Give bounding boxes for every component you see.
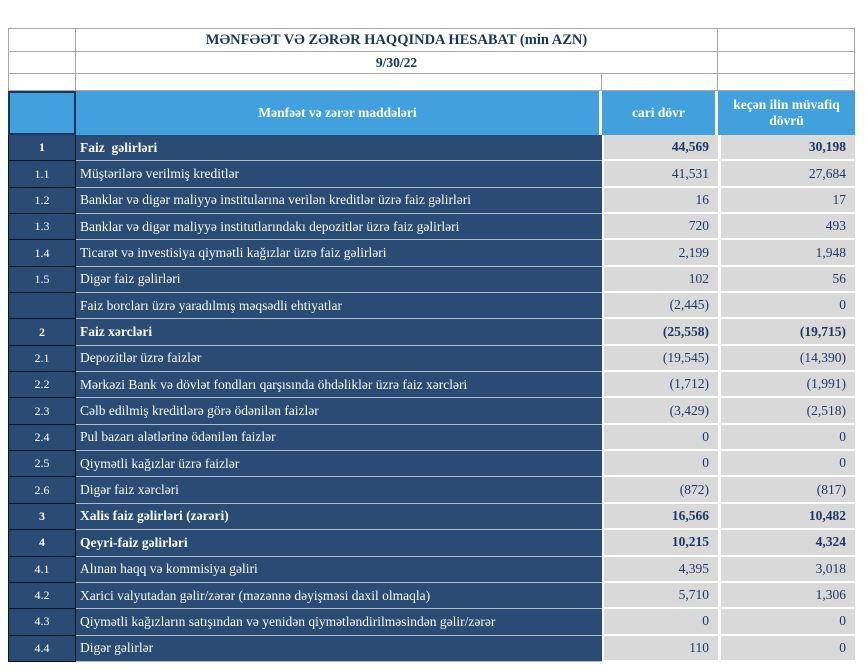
report-date: 9/30/22 — [76, 52, 718, 74]
row-number-cell: 1.1 — [8, 161, 76, 188]
title-row-left-empty-cell — [8, 28, 76, 52]
row-previous-value-cell: (14,390) — [718, 345, 855, 373]
row-label-cell: Alınan haqq və kommisiya gəliri — [76, 556, 602, 583]
row-label-cell: Xalis faiz gəlirləri (zərəri) — [76, 503, 602, 531]
row-label-cell: Faiz xərcləri — [76, 319, 602, 346]
row-previous-value-cell: 1,948 — [718, 240, 855, 267]
row-current-value-cell: 16 — [602, 187, 718, 215]
row-label-cell: Mərkəzi Bank və dövlət fondları qarşısın… — [76, 372, 602, 399]
row-label-cell: Ticarət və investisiya qiymətli kağızlar… — [76, 240, 602, 267]
row-number-cell: 2 — [8, 319, 76, 346]
row-previous-value-cell: 0 — [718, 635, 855, 662]
spacer-cell — [8, 74, 76, 91]
row-current-value-cell: 44,569 — [602, 135, 718, 162]
row-number-cell: 1.5 — [8, 266, 76, 294]
row-label-cell: Xarici valyutadan gəlir/zərər (məzənnə d… — [76, 582, 602, 610]
row-previous-value-cell: 0 — [718, 293, 855, 320]
row-label-cell: Qeyri-faiz gəlirləri — [76, 530, 602, 557]
row-current-value-cell: (25,558) — [602, 319, 718, 346]
profit-loss-table: MƏNFƏƏT VƏ ZƏRƏR HAQQINDA HESABAT (min A… — [8, 28, 855, 662]
report-title: MƏNFƏƏT VƏ ZƏRƏR HAQQINDA HESABAT (min A… — [76, 28, 718, 52]
row-previous-value-cell: 493 — [718, 214, 855, 241]
row-label-cell: Qiymətli kağızlar üzrə faizlər — [76, 451, 602, 478]
row-previous-value-cell: 0 — [718, 451, 855, 478]
row-previous-value-cell: 30,198 — [718, 135, 855, 162]
row-current-value-cell: 720 — [602, 214, 718, 241]
row-previous-value-cell: 27,684 — [718, 161, 855, 188]
row-number-cell: 2.5 — [8, 451, 76, 478]
row-current-value-cell: 41,531 — [602, 161, 718, 188]
row-number-cell: 2.2 — [8, 372, 76, 399]
row-current-value-cell: 4,395 — [602, 556, 718, 583]
row-label-cell: Pul bazarı alətlərinə ödənilən faizlər — [76, 424, 602, 452]
row-previous-value-cell: (1,991) — [718, 372, 855, 399]
row-current-value-cell: 0 — [602, 609, 718, 636]
row-previous-value-cell: (817) — [718, 477, 855, 504]
row-number-cell: 3 — [8, 503, 76, 531]
row-number-cell: 1.3 — [8, 214, 76, 241]
row-number-cell: 2.6 — [8, 477, 76, 504]
current-period-column-header: cari dövr — [602, 91, 718, 135]
row-number-cell — [8, 293, 76, 320]
row-previous-value-cell: (19,715) — [718, 319, 855, 346]
row-current-value-cell: (19,545) — [602, 345, 718, 373]
row-number-cell: 4 — [8, 530, 76, 557]
row-previous-value-cell: (2,518) — [718, 398, 855, 425]
row-current-value-cell: (3,429) — [602, 398, 718, 425]
row-current-value-cell: 5,710 — [602, 582, 718, 610]
row-number-cell: 2.3 — [8, 398, 76, 425]
row-label-cell: Digər gəlirlər — [76, 635, 602, 662]
spacer-cell — [718, 74, 855, 91]
items-column-header: Mənfəət və zərər maddələri — [76, 91, 602, 135]
corner-header-cell — [8, 91, 76, 135]
row-number-cell: 2.4 — [8, 424, 76, 452]
row-number-cell: 4.3 — [8, 609, 76, 636]
row-label-cell: Depozitlər üzrə faizlər — [76, 345, 602, 373]
row-current-value-cell: (1,712) — [602, 372, 718, 399]
row-current-value-cell: 110 — [602, 635, 718, 662]
previous-period-column-header: keçən ilin müvafiq dövrü — [718, 91, 855, 135]
row-label-cell: Digər faiz gəlirləri — [76, 266, 602, 294]
row-current-value-cell: 0 — [602, 424, 718, 452]
row-number-cell: 1.4 — [8, 240, 76, 267]
row-label-cell: Faiz borcları üzrə yaradılmış məqsədli e… — [76, 293, 602, 320]
row-current-value-cell: (2,445) — [602, 293, 718, 320]
row-number-cell: 2.1 — [8, 345, 76, 373]
row-label-cell: Digər faiz xərcləri — [76, 477, 602, 504]
row-previous-value-cell: 10,482 — [718, 503, 855, 531]
spacer-cell — [76, 74, 602, 91]
row-current-value-cell: 2,199 — [602, 240, 718, 267]
row-label-cell: Qiymətli kağızların satışından və yenidə… — [76, 609, 602, 636]
row-previous-value-cell: 1,306 — [718, 582, 855, 610]
row-label-cell: Banklar və digər maliyyə institularına v… — [76, 187, 602, 215]
title-row-right-empty-cell — [718, 28, 855, 52]
row-label-cell: Banklar və digər maliyyə institutlarında… — [76, 214, 602, 241]
row-previous-value-cell: 3,018 — [718, 556, 855, 583]
row-current-value-cell: 102 — [602, 266, 718, 294]
row-previous-value-cell: 56 — [718, 266, 855, 294]
row-previous-value-cell: 0 — [718, 424, 855, 452]
row-previous-value-cell: 0 — [718, 609, 855, 636]
row-number-cell: 4.2 — [8, 582, 76, 610]
row-current-value-cell: (872) — [602, 477, 718, 504]
row-number-cell: 1.2 — [8, 187, 76, 215]
row-label-cell: Cəlb edilmiş kreditlərə görə ödənilən fa… — [76, 398, 602, 425]
row-number-cell: 4.1 — [8, 556, 76, 583]
row-label-cell: Müştərilərə verilmiş kreditlər — [76, 161, 602, 188]
row-number-cell: 4.4 — [8, 635, 76, 662]
date-row-right-empty-cell — [718, 52, 855, 74]
spacer-cell — [602, 74, 718, 91]
row-previous-value-cell: 17 — [718, 187, 855, 215]
row-label-cell: Faiz gəlirləri — [76, 135, 602, 162]
row-current-value-cell: 16,566 — [602, 503, 718, 531]
date-row-left-empty-cell — [8, 52, 76, 74]
row-number-cell: 1 — [8, 135, 76, 162]
row-previous-value-cell: 4,324 — [718, 530, 855, 557]
row-current-value-cell: 0 — [602, 451, 718, 478]
row-current-value-cell: 10,215 — [602, 530, 718, 557]
